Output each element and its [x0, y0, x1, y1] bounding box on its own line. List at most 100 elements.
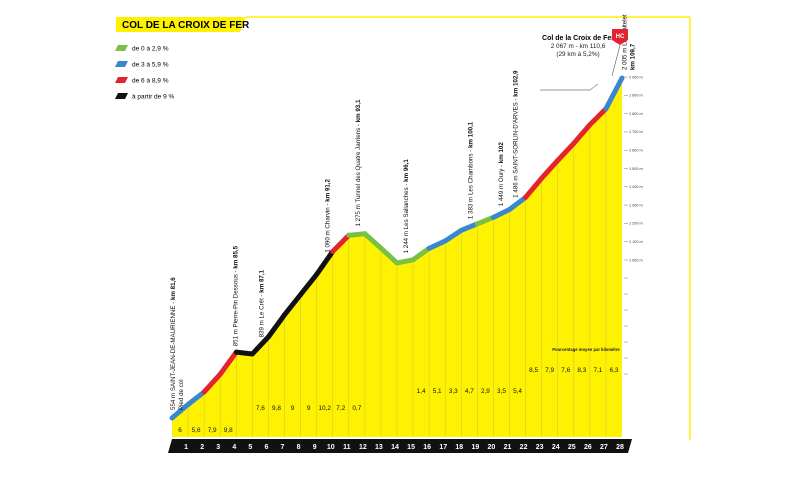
waypoint-km: km 85,5	[233, 245, 240, 268]
slope-segment	[523, 175, 545, 200]
waypoint-place: 1 486 m SAINT-SORLIN-D'ARVES -	[512, 97, 519, 198]
waypoint-label: 2 005 m Lac Laitelet	[622, 14, 629, 70]
gradient-label: 9	[291, 405, 295, 412]
km-label: 12	[359, 444, 367, 451]
gradient-label: 9	[307, 405, 311, 412]
km-label: 17	[439, 444, 447, 451]
gradient-label: 8,5	[529, 367, 538, 374]
km-label: 2	[200, 444, 204, 451]
legend-swatch	[115, 93, 128, 99]
altitude-tick-label: 1 600 m	[629, 149, 643, 153]
gradient-label: 7,6	[561, 367, 570, 374]
gradient-label: 5,4	[513, 388, 522, 395]
slope-segment	[217, 349, 239, 377]
waypoint-label: 1 090 m Charvin - km 91,2	[324, 178, 331, 252]
waypoint-km: km 102	[498, 142, 505, 164]
altitude-tick-label: 1 700 m	[629, 130, 643, 134]
gradient-label: 10,2	[318, 405, 331, 412]
gradient-label: 3,5	[497, 388, 506, 395]
legend-swatch	[115, 45, 128, 51]
km-label: 27	[600, 444, 608, 451]
summit-leader	[611, 44, 621, 77]
slope-segment	[330, 232, 352, 254]
waypoints: 554 m SAINT-JEAN-DE-MAURIENNE - km 81,6P…	[170, 14, 637, 410]
altitude-tick-label: 1 300 m	[629, 203, 643, 207]
km-label: 21	[504, 444, 512, 451]
waypoint-place: 851 m Pierre-Pin Dessous -	[233, 269, 240, 347]
slope-segment	[539, 157, 561, 181]
km-label: 26	[584, 444, 592, 451]
waypoint-label: 839 m Le Crêt - km 87,1	[258, 269, 265, 337]
waypoint-place: 2 005 m Lac Laitelet	[622, 14, 629, 70]
altitude-ticks: 2 000 m 1 900 m 1 800 m 1 700 m 1 600 m 1 500…	[624, 75, 643, 375]
waypoint-label: 554 m SAINT-JEAN-DE-MAURIENNE - km 81,6	[170, 277, 177, 410]
slope-segment	[233, 349, 255, 357]
slope-segment	[410, 245, 432, 263]
laitelet-leader	[540, 83, 599, 91]
waypoint-place: 554 m SAINT-JEAN-DE-MAURIENNE -	[170, 300, 177, 410]
waypoint-km: km 87,1	[258, 269, 265, 292]
slope-segment	[346, 231, 368, 238]
legend-label: de 0 à 2,9 %	[132, 46, 169, 53]
legend-label: de 6 à 8,9 %	[132, 78, 169, 85]
legend: de 0 à 2,9 % de 3 à 5,9 % de 6 à 8,9 % à pa…	[115, 45, 174, 101]
km-label: 19	[471, 444, 479, 451]
gradient-label: 2,9	[481, 388, 490, 395]
waypoint-place: 1 244 m Les Sallanches -	[403, 182, 410, 254]
km-label: 23	[536, 444, 544, 451]
slope-segment	[442, 227, 464, 244]
km-label: 7	[281, 444, 285, 451]
gradient-label: 9,8	[224, 427, 233, 434]
km-label: 3	[216, 444, 220, 451]
km-label: 10	[327, 444, 335, 451]
slope-segment	[426, 238, 448, 251]
waypoint-place: 1 449 m Oury -	[498, 163, 505, 206]
waypoint-label: 1 449 m Oury - km 102	[498, 142, 505, 207]
slope-segment	[282, 292, 304, 318]
waypoint-place: 1 275 m Tunnel des Quatre Jarriens -	[355, 122, 362, 226]
slope-segment	[571, 122, 593, 146]
gradient-label: 5,6	[192, 427, 201, 434]
slope-segment	[555, 140, 577, 163]
km-label: 20	[488, 444, 496, 451]
gradient-label: 8,3	[577, 367, 586, 374]
gradient-label: 7,2	[336, 405, 345, 412]
waypoint-km: km 109,7	[630, 43, 637, 70]
km-label: 16	[423, 444, 431, 451]
km-band	[168, 439, 632, 453]
chart-title: COL DE LA CROIX DE FER	[122, 20, 250, 31]
km-label: 1	[184, 444, 188, 451]
gradient-label: 3,3	[449, 388, 458, 395]
title-bar	[116, 17, 246, 32]
km-label: 14	[391, 444, 399, 451]
slope-segment	[265, 312, 287, 340]
altitude-tick-label: 1 800 m	[629, 112, 643, 116]
waypoint-km: km 102,9	[512, 70, 519, 97]
km-label: 18	[455, 444, 463, 451]
altitude-tick-label: 1 200 m	[629, 222, 643, 226]
km-label: 13	[375, 444, 383, 451]
slope-segment	[603, 75, 625, 112]
slope-segment	[507, 194, 529, 212]
legend-swatch	[115, 61, 128, 67]
slope-segment	[185, 389, 207, 408]
waypoint-label: 1 244 m Les Sallanches - km 96,1	[403, 159, 410, 254]
km-label: 4	[232, 444, 236, 451]
hc-badge	[612, 29, 628, 45]
km-gridlines	[187, 112, 607, 437]
km-label: 11	[343, 444, 351, 451]
gradient-label: 0,7	[352, 405, 361, 412]
waypoint-km: km 100,1	[467, 121, 474, 148]
slope-segment	[587, 106, 609, 128]
gradient-label: 7,6	[256, 405, 265, 412]
waypoint-label: 1 486 m SAINT-SORLIN-D'ARVES - km 102,9	[512, 70, 519, 198]
waypoint-km: km 91,2	[324, 178, 331, 201]
slope-segment	[362, 231, 384, 251]
slope-segment	[394, 257, 416, 266]
summit-name: Col de la Croix de Fer	[542, 35, 614, 42]
gradient-label: 9,8	[272, 405, 281, 412]
altitude-tick-label: 1 900 m	[629, 94, 643, 98]
gradient-label: 1,4	[417, 388, 426, 395]
